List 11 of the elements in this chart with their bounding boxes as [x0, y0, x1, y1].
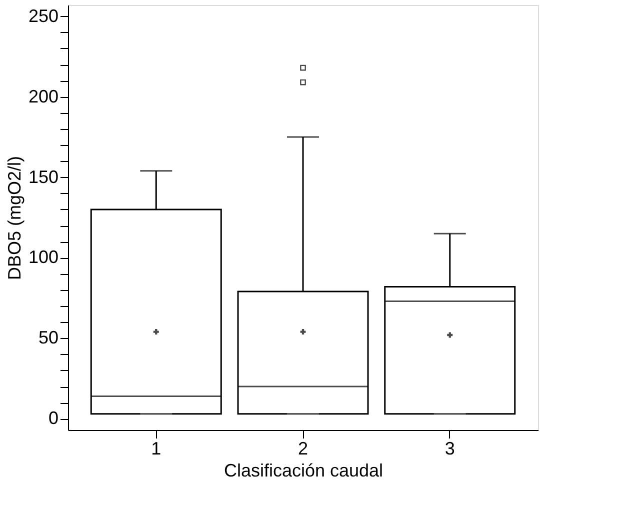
y-tick-label: 150: [28, 166, 58, 187]
y-axis-title: DBO5 (mgO2/l): [4, 156, 24, 280]
x-tick-label: 3: [444, 438, 455, 458]
y-tick-label: 0: [48, 408, 58, 428]
y-tick-label: 200: [28, 86, 58, 106]
x-tick-label: 1: [151, 438, 162, 458]
y-tick-label: 250: [28, 6, 58, 26]
x-axis-title: Clasificación caudal: [224, 460, 384, 480]
y-tick-label: 100: [28, 247, 58, 268]
x-tick-label: 2: [298, 438, 308, 458]
y-tick-label: 50: [38, 328, 58, 348]
